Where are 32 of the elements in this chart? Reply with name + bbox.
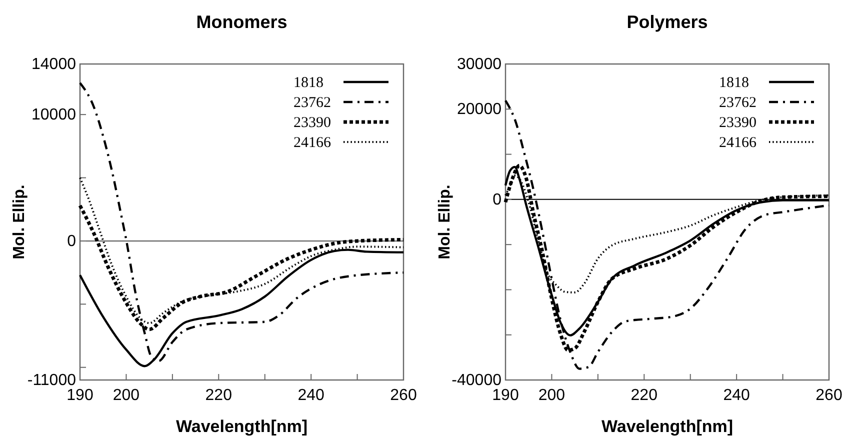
y-tick-label: 0 bbox=[67, 232, 76, 250]
y-tick-label: 10000 bbox=[32, 106, 76, 124]
y-axis-title: Mol. Ellip. bbox=[436, 184, 454, 260]
x-tick-label: 190 bbox=[492, 387, 519, 404]
chart-title: Polymers bbox=[626, 12, 708, 32]
x-tick-label: 260 bbox=[816, 387, 842, 404]
x-tick-label: 260 bbox=[390, 387, 417, 404]
x-tick-label: 200 bbox=[538, 387, 566, 404]
x-tick-label: 240 bbox=[723, 387, 750, 404]
y-tick-label: 14000 bbox=[32, 56, 76, 73]
y-axis-title: Mol. Ellip. bbox=[11, 184, 28, 260]
legend-label: 1818 bbox=[719, 75, 749, 91]
legend-label: 23390 bbox=[719, 115, 756, 131]
y-tick-label: 0 bbox=[492, 191, 502, 208]
y-tick-label: -11000 bbox=[27, 372, 76, 389]
x-axis-title: Wavelength[nm] bbox=[601, 417, 734, 436]
chart-title: Monomers bbox=[196, 12, 288, 32]
legend-label: 23390 bbox=[294, 115, 331, 131]
legend-label: 24166 bbox=[719, 135, 757, 151]
legend-label: 23762 bbox=[294, 95, 331, 111]
x-tick-label: 220 bbox=[205, 387, 232, 404]
y-tick-label: 30000 bbox=[457, 56, 502, 73]
legend-label: 1818 bbox=[294, 75, 324, 91]
x-tick-label: 220 bbox=[630, 387, 658, 404]
x-tick-label: 190 bbox=[66, 387, 94, 404]
legend-label: 24166 bbox=[294, 135, 332, 151]
x-tick-label: 200 bbox=[112, 387, 140, 404]
legend-label: 23762 bbox=[719, 95, 756, 111]
y-tick-label: 20000 bbox=[457, 101, 502, 118]
y-tick-label: -40000 bbox=[452, 372, 502, 389]
x-tick-label: 240 bbox=[298, 387, 325, 404]
x-axis-title: Wavelength[nm] bbox=[176, 417, 308, 436]
